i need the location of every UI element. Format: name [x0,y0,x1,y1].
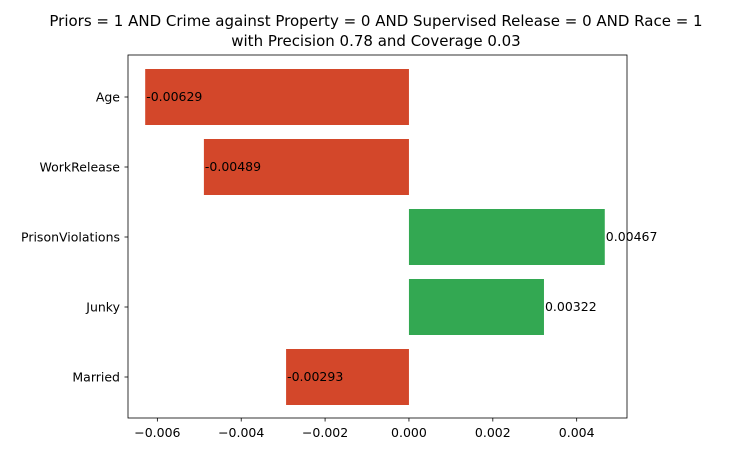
data-label-prisonviolations: 0.00467 [606,229,658,244]
y-tick-label-prisonviolations: PrisonViolations [21,230,120,245]
x-tick-label-5: 0.004 [559,425,595,440]
plot-frame [127,54,628,419]
x-axis: −0.006 −0.004 −0.002 0.000 0.002 0.004 [134,418,595,440]
bar-prisonviolations [408,209,605,265]
x-tick-label-0: −0.006 [134,425,180,440]
data-label-workrelease: -0.00489 [205,159,261,174]
x-tick-label-2: −0.002 [302,425,348,440]
chart-title-line-1: Priors = 1 AND Crime against Property = … [49,12,702,30]
y-tick-label-workrelease: WorkRelease [40,160,121,175]
y-axis: Age WorkRelease PrisonViolations Junky Marri… [21,90,128,385]
bar-married [286,349,409,405]
bar-age [145,69,409,125]
chart-title-line-2: with Precision 0.78 and Coverage 0.03 [231,32,520,50]
bar-junky [408,279,544,335]
data-label-married: -0.00293 [287,369,343,384]
bar-workrelease [203,139,409,195]
data-label-age: -0.00629 [146,89,202,104]
data-label-junky: 0.00322 [545,299,597,314]
x-tick-label-4: 0.002 [475,425,511,440]
data-labels-layer: -0.00629 -0.00489 0.00467 0.00322 -0.00293 [146,89,657,384]
bars-layer [145,69,605,405]
y-tick-label-junky: Junky [85,300,120,315]
y-tick-label-married: Married [72,370,120,385]
y-tick-label-age: Age [96,90,120,105]
x-tick-label-1: −0.004 [218,425,264,440]
x-tick-label-3: 0.000 [391,425,427,440]
